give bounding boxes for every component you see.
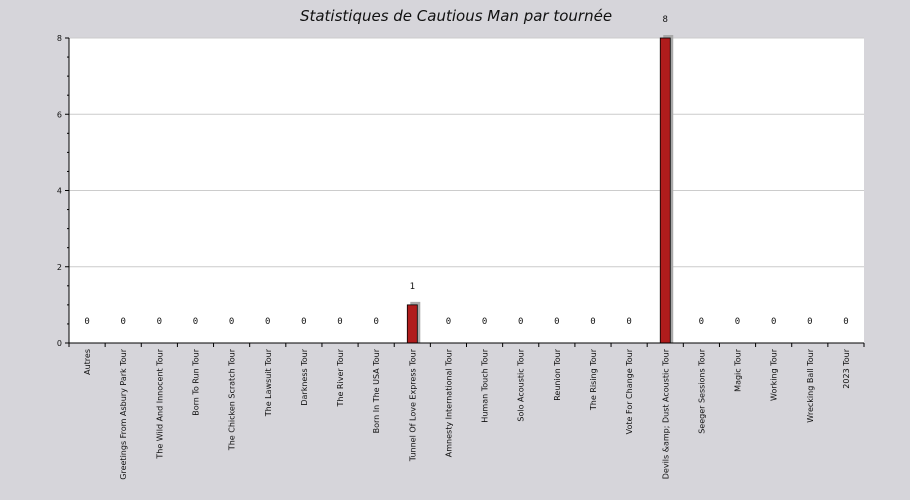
data-label: 0: [482, 317, 487, 327]
data-label: 0: [843, 317, 848, 327]
category-label: Working Tour: [770, 348, 779, 401]
category-label: Reunion Tour: [553, 348, 562, 400]
data-label: 8: [663, 15, 668, 25]
data-label: 0: [626, 317, 631, 327]
y-tick-label: 2: [57, 263, 62, 272]
data-label: 0: [735, 317, 740, 327]
data-label: 0: [807, 317, 812, 327]
data-label: 0: [446, 317, 451, 327]
y-tick-label: 8: [57, 34, 62, 43]
category-label: Autres: [83, 349, 92, 375]
y-tick-label: 6: [57, 110, 62, 119]
category-label: Tunnel Of Love Express Tour: [408, 348, 417, 462]
y-tick-label: 4: [57, 187, 62, 196]
bar: [406, 304, 418, 344]
x-axis-ticks: [68, 343, 865, 347]
data-label: 0: [120, 317, 125, 327]
data-label: 0: [193, 317, 198, 327]
data-label: 0: [699, 317, 704, 327]
category-label: 2023 Tour: [842, 348, 851, 388]
data-label: 0: [265, 317, 270, 327]
data-label: 0: [554, 317, 559, 327]
category-label: Seeger Sessions Tour: [697, 348, 706, 433]
category-label: Born To Run Tour: [191, 348, 200, 415]
data-labels: 0 0 0 0 0 0 0 0 0 1 0 0 0 0 0 0 8 0 0 0 0 0: [84, 15, 848, 327]
category-label: Darkness Tour: [300, 348, 309, 405]
bar: [659, 37, 671, 344]
data-label: 0: [373, 317, 378, 327]
category-label: Greetings From Asbury Park Tour: [119, 348, 128, 479]
y-axis-ticks: 0 2 4 6 8: [57, 34, 69, 348]
category-label: Devils &amp; Dust Acoustic Tour: [661, 348, 670, 479]
category-label: Magic Tour: [734, 348, 743, 392]
data-label: 0: [590, 317, 595, 327]
category-label: The River Tour: [336, 348, 345, 407]
category-label: Amnesty International Tour: [444, 348, 453, 457]
data-label: 0: [771, 317, 776, 327]
data-label: 0: [301, 317, 306, 327]
y-tick-label: 0: [57, 339, 62, 348]
data-label: 0: [337, 317, 342, 327]
data-label: 0: [84, 317, 89, 327]
data-label: 0: [157, 317, 162, 327]
data-label: 0: [518, 317, 523, 327]
category-label: The Wild And Innocent Tour: [155, 348, 164, 459]
data-label: 0: [229, 317, 234, 327]
category-labels: Autres Greetings From Asbury Park Tour The…: [83, 348, 851, 479]
data-label: 1: [410, 282, 415, 292]
category-label: Vote For Change Tour: [625, 348, 634, 434]
category-label: Solo Acoustic Tour: [517, 348, 526, 421]
category-label: The Rising Tour: [589, 348, 598, 411]
category-label: Human Touch Tour: [481, 348, 490, 422]
category-label: The Chicken Scratch Tour: [228, 348, 237, 451]
category-label: Wrecking Ball Tour: [806, 348, 815, 422]
category-label: The Lawsuit Tour: [264, 348, 273, 417]
gridlines: [69, 37, 864, 268]
chart-title: Statistiques de Cautious Man par tournée: [300, 7, 612, 25]
category-label: Born In The USA Tour: [372, 348, 381, 433]
